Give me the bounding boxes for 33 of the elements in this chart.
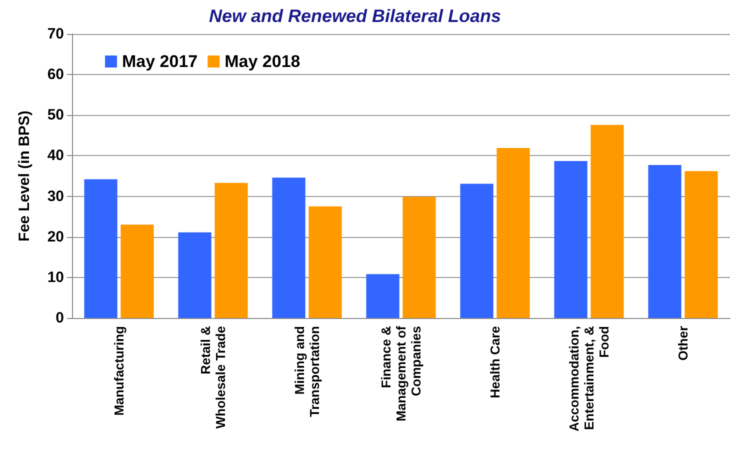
y-tick-label: 0 [56,310,64,326]
y-tick-label: 10 [47,268,64,286]
bar [590,124,624,318]
bar [120,224,154,318]
x-tick-label: Manufacturing [112,326,126,416]
x-tick-label: Other [676,326,690,361]
bar [684,171,718,318]
y-tick-label: 20 [47,228,64,246]
x-tick-label: Mining and Transportation [292,326,322,418]
bar [308,206,342,318]
bar [554,160,588,318]
bar [366,274,400,318]
y-tick-label: 40 [47,147,64,164]
bar [648,165,682,318]
bar [496,148,530,318]
bar [214,182,248,318]
x-tick-label: Retail & Wholesale Trade [198,326,228,429]
bar [178,232,212,318]
y-tick-label: 50 [47,106,64,124]
bar [460,184,494,318]
legend-label: May 2018 [224,52,300,71]
x-tick-label: Health Care [488,326,502,398]
x-tick-label: Finance & Management of Companies [378,325,424,422]
legend-label: May 2017 [122,52,198,71]
y-axis-title: Fee Level (in BPS) [16,110,33,242]
chart-title: New and Renewed Bilateral Loans [208,6,502,26]
y-tick-label: 70 [47,26,64,42]
bar [402,196,436,318]
y-tick-label: 30 [47,188,64,205]
bar [272,178,306,318]
x-tick-label: Accommodation, Entertainment, & Food [566,326,612,432]
bar [84,179,118,318]
y-tick-label: 60 [47,66,64,84]
